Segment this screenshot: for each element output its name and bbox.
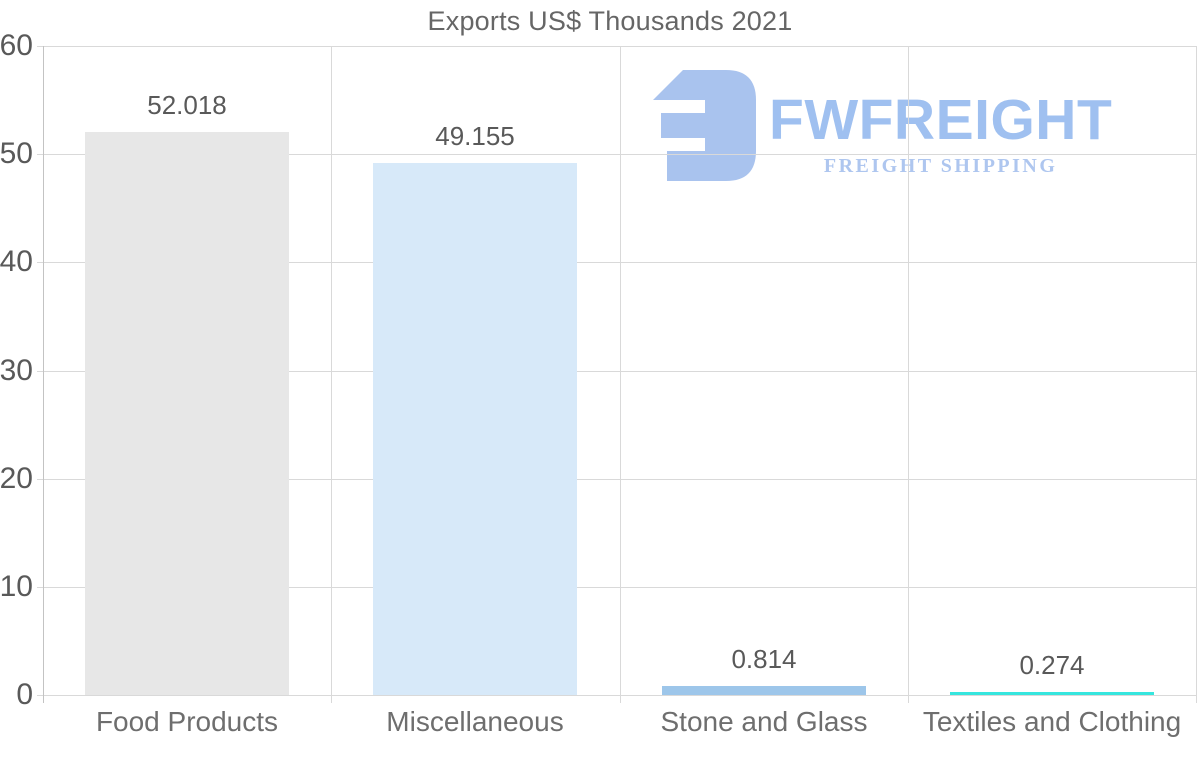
x-gridline <box>620 46 621 703</box>
x-gridline <box>331 46 332 703</box>
y-gridline <box>37 587 1196 588</box>
bar-stone-and-glass <box>662 686 866 695</box>
category-label-stone-and-glass: Stone and Glass <box>660 706 868 737</box>
y-axis-tick-label: 30 <box>0 354 33 387</box>
y-gridline <box>37 46 1196 47</box>
y-gridline <box>37 262 1196 263</box>
value-label-textiles-and-clothing: 0.274 <box>1019 650 1085 680</box>
y-axis-tick-label: 40 <box>0 245 33 278</box>
category-label-food-products: Food Products <box>95 706 279 737</box>
x-gridline <box>1196 46 1197 703</box>
y-gridline <box>37 154 1196 155</box>
bar-miscellaneous <box>373 163 577 695</box>
chart-title: Exports US$ Thousands 2021 <box>427 6 793 36</box>
y-gridline <box>37 479 1196 480</box>
y-axis-tick-label: 50 <box>0 137 33 170</box>
value-label-stone-and-glass: 0.814 <box>731 644 797 674</box>
y-gridline <box>37 371 1196 372</box>
logo-tagline-text: FREIGHT SHIPPING <box>823 155 1058 177</box>
y-axis-tick-label: 20 <box>0 462 33 495</box>
y-axis-line <box>43 46 44 703</box>
y-axis-tick-label: 0 <box>16 678 33 711</box>
category-label-textiles-and-clothing: Textiles and Clothing <box>922 706 1182 737</box>
bar-textiles-and-clothing <box>950 692 1154 695</box>
category-label-miscellaneous: Miscellaneous <box>386 706 564 737</box>
fwfreight-logo: FWFREIGHT FREIGHT SHIPPING <box>653 70 1112 181</box>
value-label-miscellaneous: 49.155 <box>435 121 515 151</box>
fwfreight-logo-icon <box>653 70 756 181</box>
value-label-food-products: 52.018 <box>147 90 227 120</box>
logo-text-column: FWFREIGHT FREIGHT SHIPPING <box>769 70 1112 178</box>
y-axis-tick-label: 60 <box>0 29 33 62</box>
y-gridline <box>37 695 1196 696</box>
logo-brand-text: FWFREIGHT <box>769 88 1113 152</box>
y-axis-tick-label: 10 <box>0 570 33 603</box>
bar-food-products <box>85 132 289 695</box>
x-gridline <box>908 46 909 703</box>
